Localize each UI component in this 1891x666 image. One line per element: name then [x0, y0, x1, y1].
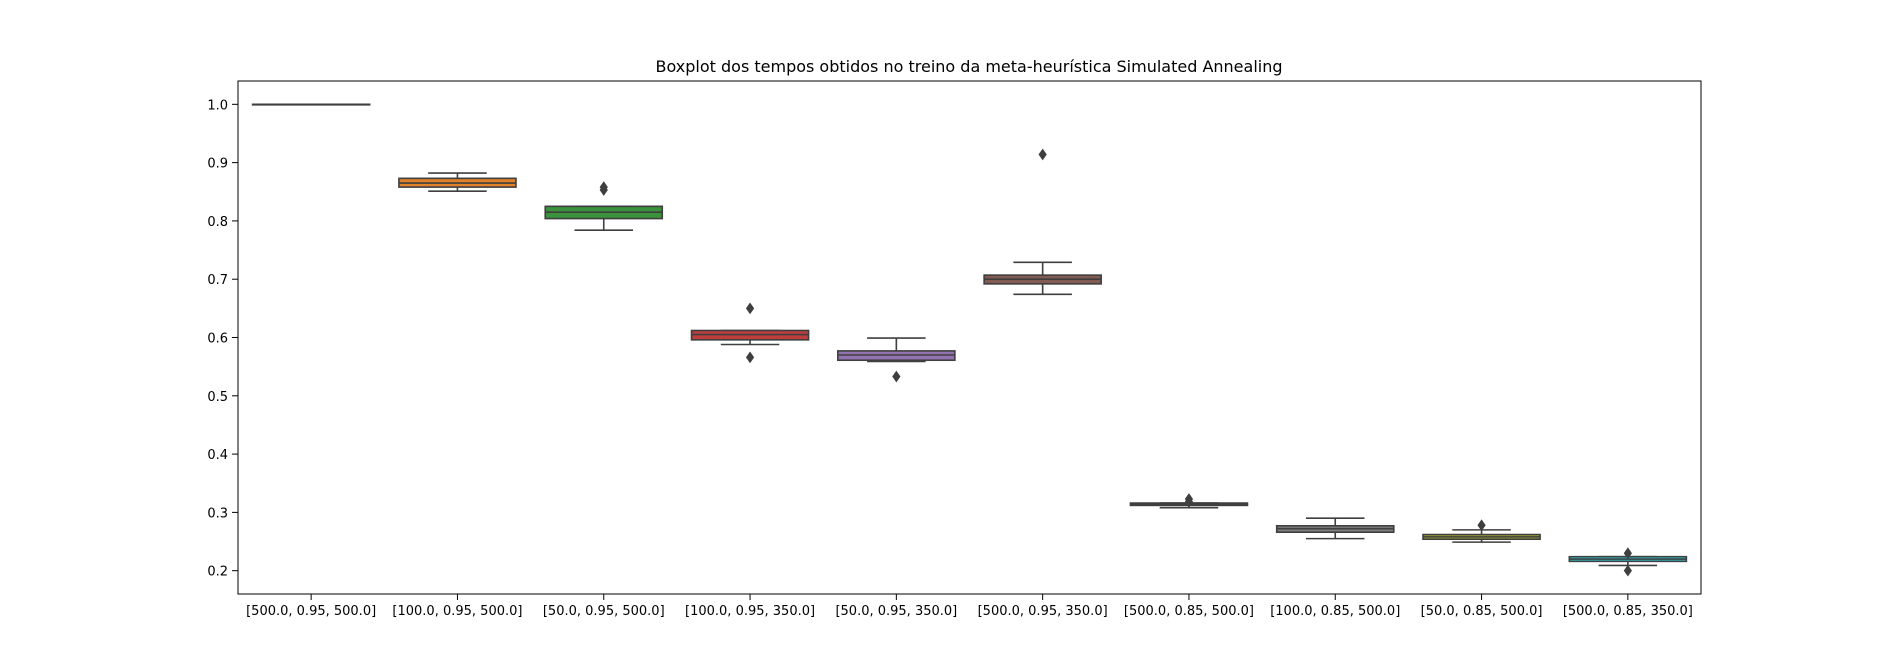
plot-frame: [237, 80, 1702, 595]
box-group: [690, 302, 810, 364]
box-group: [1275, 517, 1395, 540]
outlier-point: [1623, 564, 1632, 577]
outlier-point: [1623, 547, 1632, 560]
x-tick-label: [500.0, 0.95, 350.0]: [978, 604, 1108, 619]
box-group: [983, 148, 1102, 296]
y-tick-label: 0.9: [207, 157, 228, 172]
x-tick-label: [100.0, 0.85, 500.0]: [1270, 604, 1400, 619]
y-tick-label: 0.6: [207, 332, 228, 347]
box-group: [398, 172, 517, 192]
x-tick-label: [100.0, 0.95, 350.0]: [685, 604, 815, 619]
outlier-point: [892, 370, 901, 383]
x-axis: [500.0, 0.95, 500.0] [100.0, 0.95, 500.0]…: [246, 594, 1693, 619]
x-tick-label: [500.0, 0.85, 500.0]: [1124, 604, 1254, 619]
y-tick-label: 0.7: [207, 273, 228, 288]
box-group: [1568, 547, 1688, 577]
outlier-point: [1477, 519, 1486, 532]
box-group: [837, 337, 956, 383]
outlier-point: [745, 351, 755, 364]
chart-title: Boxplot dos tempos obtidos no treino da …: [656, 57, 1283, 76]
x-tick-label: [50.0, 0.95, 350.0]: [835, 604, 957, 619]
y-tick-label: 0.8: [207, 215, 228, 230]
x-tick-label: [500.0, 0.85, 350.0]: [1563, 604, 1693, 619]
outlier-point: [599, 181, 608, 193]
x-tick-label: [50.0, 0.95, 500.0]: [543, 604, 665, 619]
y-tick-label: 0.2: [207, 565, 228, 580]
x-tick-label: [50.0, 0.85, 500.0]: [1421, 604, 1543, 619]
boxes-layer: [251, 103, 1688, 577]
box-group: [251, 103, 371, 106]
y-tick-label: 0.4: [207, 448, 228, 463]
outlier-point: [1038, 148, 1047, 161]
y-tick-label: 0.3: [207, 506, 228, 521]
x-tick-label: [500.0, 0.95, 500.0]: [246, 604, 376, 619]
box-group: [544, 181, 664, 232]
x-tick-label: [100.0, 0.95, 500.0]: [392, 604, 522, 619]
box-group: [1129, 493, 1249, 509]
y-tick-label: 0.5: [207, 390, 228, 405]
y-axis: 0.2 0.3 0.4 0.5 0.6 0.7 0.8 0.9 1.0: [207, 98, 238, 580]
outlier-point: [745, 302, 755, 315]
outlier-point: [1184, 493, 1194, 505]
box-group: [1422, 519, 1541, 543]
y-tick-label: 1.0: [207, 98, 228, 113]
